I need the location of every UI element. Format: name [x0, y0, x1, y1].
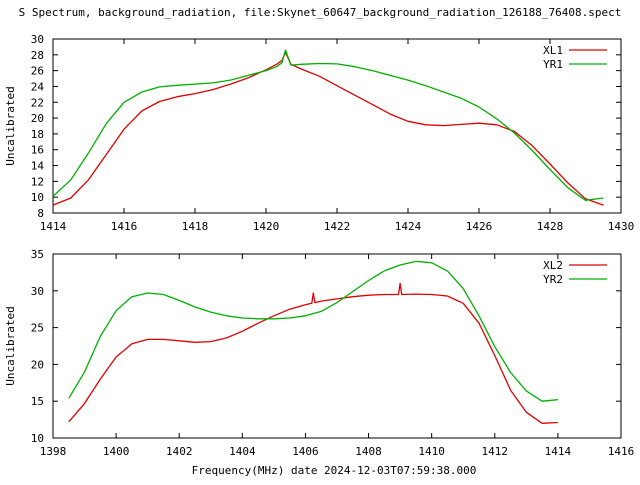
x-tick-label: 1406 [292, 445, 319, 458]
x-tick-label: 1408 [355, 445, 382, 458]
x-tick-label: 1430 [608, 220, 635, 233]
figure-title: S Spectrum, background_radiation, file:S… [19, 6, 622, 19]
y-tick-label: 25 [31, 322, 44, 335]
x-tick-label: 1400 [103, 445, 130, 458]
legend-label: YR2 [543, 273, 563, 286]
x-tick-label: 1412 [482, 445, 509, 458]
x-tick-label: 1426 [466, 220, 493, 233]
legend-label: XL1 [543, 44, 563, 57]
y-tick-label: 8 [37, 207, 44, 220]
x-axis-label: Frequency(MHz) date 2024-12-03T07:59:38.… [192, 464, 477, 477]
y-tick-label: 26 [31, 65, 44, 78]
x-tick-label: 1402 [166, 445, 193, 458]
y-tick-label: 16 [31, 144, 44, 157]
series-line-yr1 [52, 49, 604, 201]
y-tick-label: 14 [31, 160, 45, 173]
y-tick-label: 30 [31, 285, 44, 298]
legend-label: YR1 [543, 58, 563, 71]
legend-label: XL2 [543, 259, 563, 272]
y-tick-label: 30 [31, 33, 44, 46]
y-tick-label: 20 [31, 358, 44, 371]
y-tick-label: 10 [31, 432, 44, 445]
series-line-yr2 [68, 260, 558, 402]
y-tick-label: 15 [31, 395, 44, 408]
y-axis-label: Uncalibrated [4, 306, 17, 385]
y-tick-label: 12 [31, 175, 44, 188]
y-tick-label: 28 [31, 49, 44, 62]
y-tick-label: 18 [31, 128, 44, 141]
chart-panel-2: 1398 1400 1402 1404 1406 1408 1410 1412 1414 1416… [4, 248, 634, 458]
x-tick-label: 1398 [40, 445, 67, 458]
x-tick-label: 1404 [229, 445, 256, 458]
y-tick-label: 22 [31, 96, 44, 109]
x-tick-label: 1428 [537, 220, 564, 233]
y-tick-label: 10 [31, 191, 44, 204]
series-line-xl1 [52, 51, 604, 206]
x-tick-label: 1414 [545, 445, 572, 458]
x-tick-label: 1416 [608, 445, 635, 458]
series-line-xl2 [68, 282, 558, 424]
x-tick-label: 1410 [418, 445, 445, 458]
plot-frame [52, 253, 622, 439]
y-axis-label: Uncalibrated [4, 86, 17, 165]
y-tick-label: 20 [31, 112, 44, 125]
plot-frame [52, 38, 622, 214]
x-tick-label: 1418 [182, 220, 209, 233]
x-tick-label: 1416 [111, 220, 138, 233]
x-tick-label: 1414 [40, 220, 67, 233]
chart-panel-1: 1414 1416 1418 1420 1422 1424 1426 1428 14308101… [4, 33, 634, 233]
y-tick-label: 24 [31, 80, 45, 93]
x-tick-label: 1422 [324, 220, 351, 233]
y-tick-label: 35 [31, 248, 44, 261]
x-tick-label: 1420 [253, 220, 280, 233]
x-tick-label: 1424 [395, 220, 422, 233]
